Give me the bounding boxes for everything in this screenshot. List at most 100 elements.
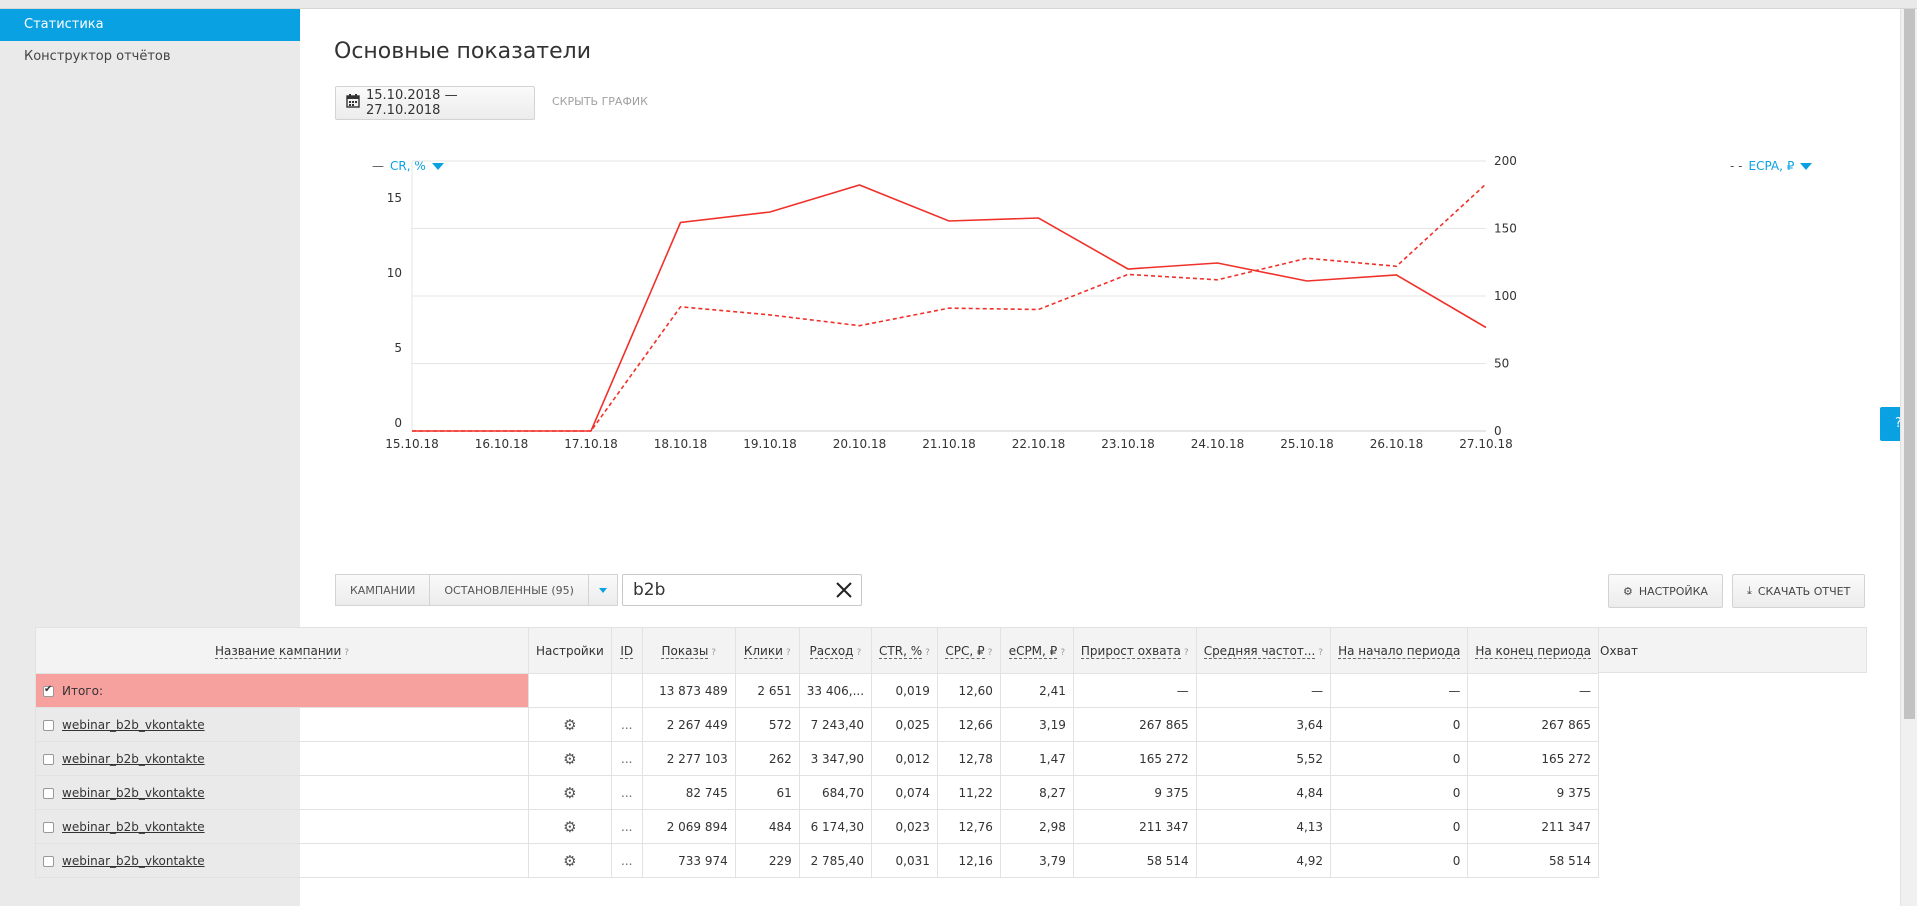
total-period-start: — (1330, 673, 1469, 708)
right-tick-label: 150 (1494, 222, 1517, 236)
col-period-start[interactable]: На начало периода (1330, 627, 1469, 674)
campaign-table: Название кампании? Настройки ID Показы? … (35, 627, 1599, 878)
cell-clicks: 61 (734, 775, 800, 810)
x-tick-label: 21.10.18 (922, 437, 975, 451)
total-frequency: — (1195, 673, 1332, 708)
cell-spend: 3 347,90 (798, 741, 873, 776)
date-range-button[interactable]: 15.10.2018 — 27.10.2018 (335, 86, 535, 120)
cell-ecpm: 1,47 (999, 741, 1074, 776)
help-icon: ? (925, 647, 930, 658)
table-row: webinar_b2b_vkontakte ⚙... 82 745 61 684,70 0… (35, 775, 1599, 810)
close-icon[interactable] (833, 579, 855, 601)
sidebar-item-statistics[interactable]: Статистика (0, 9, 300, 41)
table-row: webinar_b2b_vkontakte ⚙... 733 974 229 2 785… (35, 843, 1599, 878)
cell-reach-growth: 58 514 (1072, 843, 1197, 878)
cell-ecpm: 2,98 (999, 809, 1074, 844)
gear-icon[interactable]: ⚙ (528, 775, 612, 810)
col-cpc[interactable]: CPC, ₽? (936, 627, 1001, 674)
left-axis-selector[interactable]: — CR, % (372, 159, 444, 173)
download-button-label: СКАЧАТЬ ОТЧЕТ (1757, 584, 1851, 598)
cell-impressions: 2 277 103 (641, 741, 736, 776)
top-bar (0, 0, 1917, 9)
date-range-label: 15.10.2018 — 27.10.2018 (366, 88, 458, 118)
col-label: ID (620, 643, 634, 659)
campaign-link[interactable]: webinar_b2b_vkontakte (62, 717, 205, 732)
download-report-button[interactable]: ⤓ СКАЧАТЬ ОТЧЕТ (1732, 574, 1866, 608)
col-label: Настройки (536, 643, 604, 658)
col-label: eCPM, ₽ (1008, 643, 1058, 659)
x-tick-label: 20.10.18 (833, 437, 886, 451)
col-label: Расход (809, 643, 854, 659)
row-checkbox[interactable] (43, 787, 54, 799)
cell-cpc: 12,76 (936, 809, 1001, 844)
scrollbar-thumb[interactable] (1904, 9, 1915, 719)
cell-start: 0 (1330, 775, 1469, 810)
table-row: webinar_b2b_vkontakte ⚙... 2 069 894 484 6 1… (35, 809, 1599, 844)
solid-line-icon: — (372, 159, 384, 173)
cell-ctr: 0,012 (871, 741, 938, 776)
dropdown-arrow-icon (431, 162, 444, 170)
campaign-link[interactable]: webinar_b2b_vkontakte (62, 819, 205, 834)
col-avg-frequency[interactable]: Средняя частот...? (1195, 627, 1332, 674)
campaign-link[interactable]: webinar_b2b_vkontakte (62, 785, 205, 800)
cell-ecpm: 8,27 (999, 775, 1074, 810)
gear-icon[interactable]: ⚙ (528, 741, 612, 776)
cell-reach-growth: 9 375 (1072, 775, 1197, 810)
campaigns-tab[interactable]: КАМПАНИИ (335, 574, 431, 606)
cell-start: 0 (1330, 741, 1469, 776)
row-checkbox[interactable] (43, 719, 54, 731)
right-axis-selector[interactable]: - - ECPA, ₽ (1730, 159, 1813, 173)
cell-spend: 7 243,40 (798, 707, 873, 742)
table-row: webinar_b2b_vkontakte ⚙... 2 277 103 262 3 3… (35, 741, 1599, 776)
cell-freq: 4,84 (1195, 775, 1332, 810)
help-icon: ? (785, 647, 791, 658)
stopped-filter[interactable]: ОСТАНОВЛЕННЫЕ (95) (429, 574, 589, 606)
campaign-link[interactable]: webinar_b2b_vkontakte (62, 853, 205, 868)
cell-end: 267 865 (1467, 707, 1599, 742)
filter-dropdown-button[interactable] (587, 574, 618, 606)
row-checkbox[interactable] (43, 753, 54, 765)
col-label: Показы (661, 643, 709, 659)
campaign-name-cell: webinar_b2b_vkontakte (35, 775, 529, 810)
help-icon: ? (987, 647, 993, 658)
col-id[interactable]: ID (610, 627, 643, 674)
campaign-link[interactable]: webinar_b2b_vkontakte (62, 751, 205, 766)
settings-button-label: НАСТРОЙКА (1638, 584, 1708, 598)
row-checkbox[interactable] (43, 821, 54, 833)
cell-cpc: 12,66 (936, 707, 1001, 742)
gear-icon[interactable]: ⚙ (528, 809, 612, 844)
left-tick-label: 15 (387, 191, 402, 205)
chart: — CR, % - - ECPA, ₽ 0 50 100 150 200 0 5 10 15 15… (334, 149, 1874, 559)
col-ctr[interactable]: CTR, %? (871, 627, 938, 674)
col-reach-growth[interactable]: Прирост охвата? (1072, 627, 1197, 674)
col-clicks[interactable]: Клики? (734, 627, 800, 674)
help-icon: ? (711, 647, 717, 658)
col-spend[interactable]: Расход? (798, 627, 873, 674)
search-value: b2b (633, 580, 666, 600)
total-cpc: 12,60 (936, 673, 1001, 708)
col-label: На конец периода (1475, 643, 1591, 659)
sidebar-item-report-builder[interactable]: Конструктор отчётов (24, 49, 171, 64)
hide-chart-link[interactable]: СКРЫТЬ ГРАФИК (552, 95, 648, 108)
help-icon: ? (856, 647, 862, 658)
row-checkbox[interactable] (43, 855, 54, 867)
col-ecpm[interactable]: eCPM, ₽? (999, 627, 1074, 674)
col-period-end[interactable]: На конец периода (1467, 627, 1599, 674)
col-label: Средняя частот... (1203, 643, 1316, 659)
gear-icon[interactable]: ⚙ (528, 843, 612, 878)
col-impressions[interactable]: Показы? (641, 627, 736, 674)
gear-icon[interactable]: ⚙ (528, 707, 612, 742)
cell-end: 58 514 (1467, 843, 1599, 878)
x-tick-label: 23.10.18 (1101, 437, 1154, 451)
line-chart-svg: 0 50 100 150 200 0 5 10 15 15.10.18 16.10.18 17.10.… (385, 154, 1517, 451)
left-tick-label: 10 (387, 266, 402, 280)
help-icon: ? (344, 647, 350, 658)
col-campaign-name[interactable]: Название кампании? (35, 627, 529, 674)
scrollbar[interactable] (1900, 9, 1917, 906)
search-input[interactable]: b2b (622, 574, 862, 606)
total-period-end: — (1467, 673, 1599, 708)
col-label: CTR, % (879, 643, 923, 659)
settings-button[interactable]: ⚙ НАСТРОЙКА (1608, 574, 1723, 608)
total-checkbox[interactable] (43, 684, 54, 697)
cell-impressions: 82 745 (641, 775, 736, 810)
